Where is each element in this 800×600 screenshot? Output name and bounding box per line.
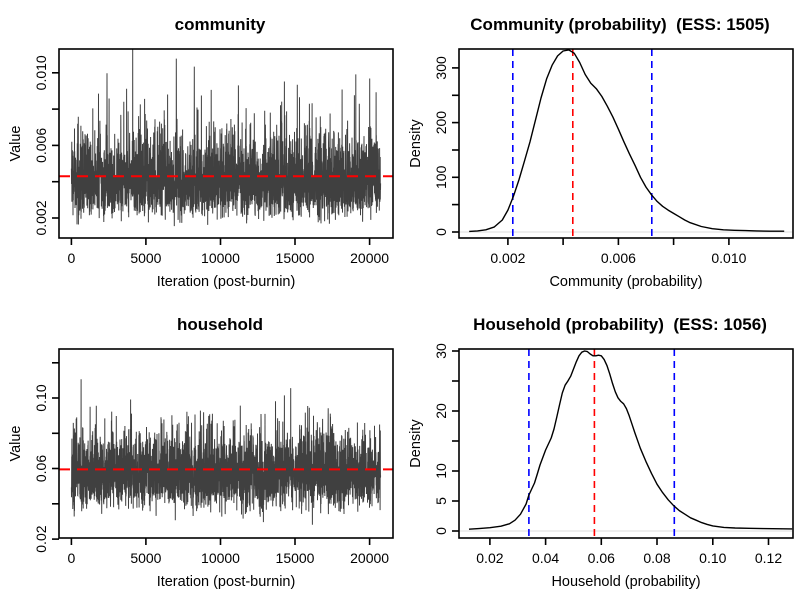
x-axis-label: Iteration (post-burnin)	[156, 274, 296, 290]
y-tick-label: 200	[433, 111, 449, 135]
x-tick-label: 15000	[276, 550, 315, 566]
x-tick-label: 0.08	[643, 550, 670, 566]
x-axis-label: Community (probability)	[549, 274, 703, 290]
y-tick-label: 0	[433, 527, 449, 535]
trace-line	[70, 379, 382, 525]
y-tick-label: 0	[433, 228, 449, 236]
panel-title: household	[177, 315, 263, 334]
panel-trace-community: community Value Iteration (post-burnin) …	[0, 0, 400, 300]
y-tick-label: 300	[433, 56, 449, 80]
x-tick-label: 0.002	[490, 250, 525, 266]
y-tick-label: 30	[433, 343, 449, 359]
panel-trace-household: household Value Iteration (post-burnin) …	[0, 300, 400, 600]
x-tick-label: 10000	[201, 250, 240, 266]
x-tick-label: 0.010	[711, 250, 746, 266]
plot-box	[458, 348, 794, 539]
x-tick-label: 0.006	[601, 250, 636, 266]
x-tick-label: 0.04	[532, 550, 559, 566]
density-curve	[468, 350, 793, 530]
y-tick-label: 100	[433, 165, 449, 189]
y-tick-label: 0.006	[33, 128, 49, 163]
x-tick-label: 20000	[350, 550, 389, 566]
x-tick-label: 0.12	[755, 550, 782, 566]
x-tick-label: 0.10	[699, 550, 726, 566]
y-tick-label: 10	[433, 463, 449, 479]
y-tick-label: 20	[433, 403, 449, 419]
y-tick-label: 0.02	[33, 525, 49, 552]
y-tick-label: 0.002	[33, 200, 49, 235]
plot-box	[58, 48, 394, 239]
x-tick-label: 0	[68, 250, 76, 266]
panel-title: community	[174, 15, 266, 34]
x-tick-label: 20000	[350, 250, 389, 266]
trace-plot-household: 0 5000 10000 15000 20000 0.02 0.06 0.10	[33, 348, 394, 566]
x-tick-label: 5000	[130, 250, 161, 266]
y-tick-label: 5	[433, 497, 449, 505]
x-tick-label: 0	[68, 550, 76, 566]
x-tick-label: 15000	[276, 250, 315, 266]
x-axis-label: Household (probability)	[551, 574, 701, 590]
y-tick-label: 0.06	[33, 455, 49, 482]
panel-density-household: Household (probability) (ESS: 1056) Dens…	[400, 300, 800, 600]
x-tick-label: 10000	[201, 550, 240, 566]
panel-title: Household (probability) (ESS: 1056)	[473, 315, 767, 334]
density-curve	[469, 49, 785, 233]
plot-box	[58, 348, 394, 539]
panel-title: Community (probability) (ESS: 1505)	[470, 15, 770, 34]
panel-density-community: Community (probability) (ESS: 1505) Dens…	[400, 0, 800, 300]
x-tick-label: 0.02	[476, 550, 503, 566]
y-tick-label: 0.10	[33, 384, 49, 411]
x-tick-label: 0.06	[588, 550, 615, 566]
x-axis-label: Iteration (post-burnin)	[156, 574, 296, 590]
plot-box	[458, 48, 794, 239]
density-plot-household: 0.02 0.04 0.06 0.08 0.10 0.12 0 5 10 20 30	[433, 343, 794, 566]
x-tick-label: 5000	[130, 550, 161, 566]
density-plot-community: 0.002 0.006 0.010 0 100 200 300	[433, 48, 794, 266]
trace-line	[70, 49, 382, 227]
trace-plot-community: 0 5000 10000 15000 20000 0.002 0.006 0.010	[33, 48, 394, 266]
y-tick-label: 0.010	[33, 55, 49, 90]
